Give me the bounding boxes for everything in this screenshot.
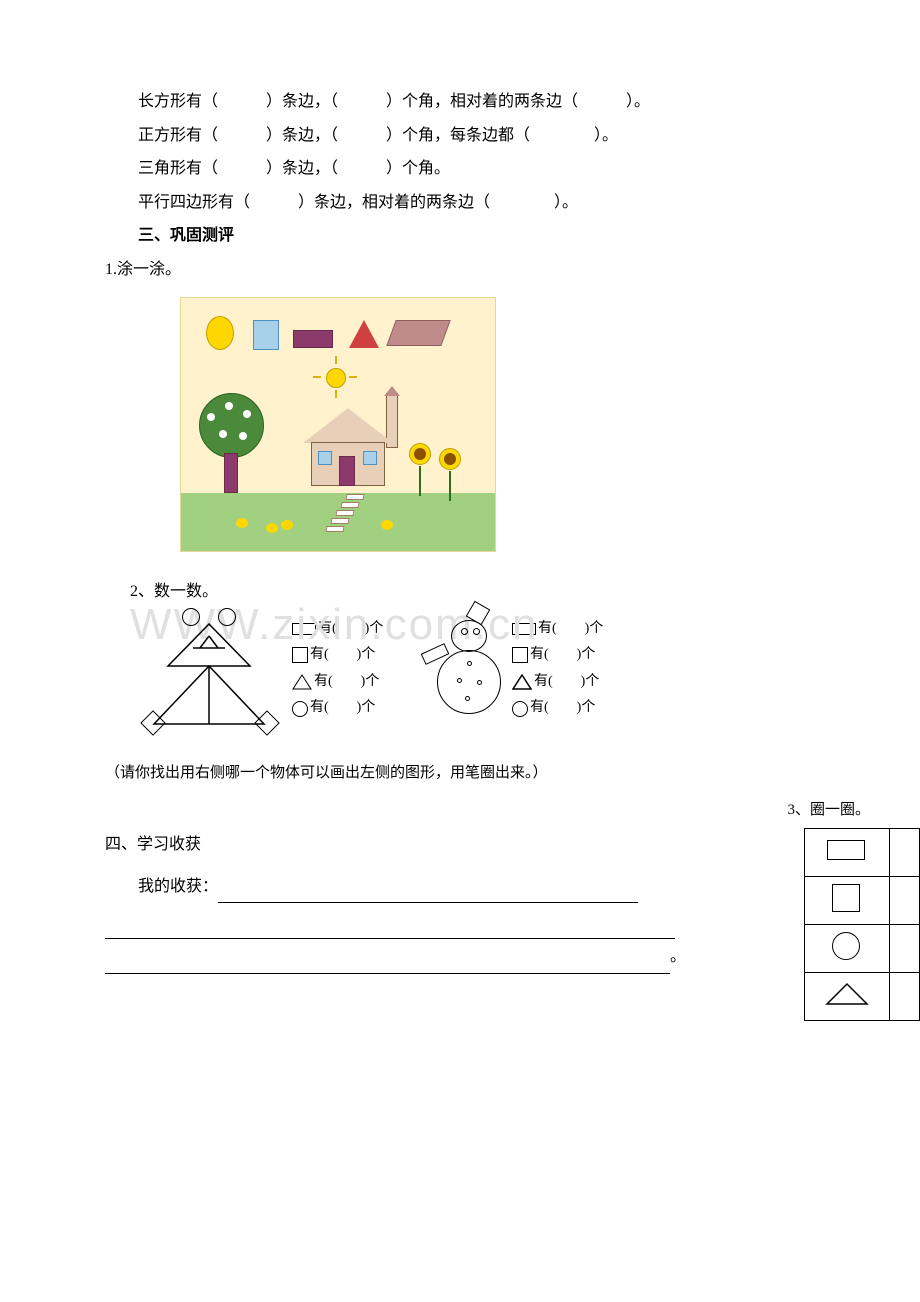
table-row	[805, 925, 920, 973]
count-column-2: 有( )个 有( )个 有( )个 有( )个	[512, 606, 632, 736]
tree-fruit-icon	[225, 402, 233, 410]
section-4-heading: 四、学习收获	[105, 827, 920, 862]
sun-ray-icon	[335, 390, 337, 398]
flower-icon	[409, 443, 431, 465]
q2-label: 2、数一数。	[130, 577, 218, 601]
section-3-heading: 三、巩固测评	[0, 219, 920, 253]
tree-fruit-icon	[243, 410, 251, 418]
ellipse-icon	[206, 316, 234, 350]
count-text: 有( )个	[310, 695, 375, 722]
flower-icon	[439, 448, 461, 470]
count-text: 有( )个	[310, 642, 375, 669]
fill-line-2: 正方形有（ ）条边，（ ）个角，每条边都（ ）。	[0, 119, 920, 153]
chick-icon	[381, 520, 393, 530]
circle-icon	[832, 932, 860, 960]
path-step-icon	[340, 502, 359, 508]
count-text: 有( )个	[314, 669, 379, 696]
square-icon	[512, 647, 528, 663]
rectangle-icon	[292, 623, 316, 635]
tree-fruit-icon	[219, 430, 227, 438]
circle-icon	[451, 620, 487, 652]
circle-icon	[457, 678, 462, 683]
table-row	[805, 829, 920, 877]
q1-label: 1.涂一涂。	[0, 253, 920, 287]
fill-line-3: 三角形有（ ）条边，（ ）个角。	[0, 152, 920, 186]
house-window-icon	[363, 451, 377, 465]
fill-line-1: 长方形有（ ）条边，（ ）个角，相对着的两条边（ ）。	[0, 85, 920, 119]
underline-fill	[105, 954, 670, 974]
house-window-icon	[318, 451, 332, 465]
count-text: 有( )个	[530, 695, 595, 722]
table-row	[805, 973, 920, 1021]
triangle-icon	[512, 674, 532, 690]
q3-table	[804, 828, 920, 1021]
circle-icon	[461, 628, 468, 635]
sun-ray-icon	[349, 376, 357, 378]
circle-icon	[512, 701, 528, 717]
path-step-icon	[330, 518, 349, 524]
circle-icon	[467, 661, 472, 666]
triangle-icon	[292, 674, 312, 690]
triangle-icon	[349, 320, 379, 348]
sun-ray-icon	[335, 356, 337, 364]
path-step-icon	[325, 526, 344, 532]
circle-icon	[473, 628, 480, 635]
sun-ray-icon	[313, 376, 321, 378]
flower-stem-icon	[449, 471, 451, 501]
stick-figure	[140, 606, 292, 736]
count-text: 有( )个	[534, 669, 599, 696]
count-text: 有( )个	[530, 642, 595, 669]
rectangle-icon	[827, 840, 865, 860]
q3-label: 3、圈一圈。	[787, 798, 870, 819]
rectangle-icon	[512, 623, 536, 635]
triangle-icon	[825, 982, 869, 1006]
flower-stem-icon	[419, 466, 421, 496]
square-icon	[832, 884, 860, 912]
underline-fill	[105, 919, 675, 939]
table-row	[805, 877, 920, 925]
snowman-figure	[417, 606, 512, 736]
chimney-top-icon	[384, 386, 400, 396]
circle-icon	[292, 701, 308, 717]
rectangle-icon	[293, 330, 333, 348]
harvest-label: 我的收获：	[138, 878, 218, 895]
circle-icon	[437, 650, 501, 714]
underline-fill	[218, 883, 638, 903]
sun-icon	[326, 368, 346, 388]
coloring-picture	[180, 297, 496, 552]
square-icon	[253, 320, 279, 350]
house-door-icon	[339, 456, 355, 486]
chick-icon	[236, 518, 248, 528]
period: 。	[670, 948, 686, 965]
tree-trunk-icon	[224, 453, 238, 493]
tree-fruit-icon	[207, 413, 215, 421]
count-column-1: 有( )个 有( )个 有( )个 有( )个	[292, 606, 412, 736]
count-text: 有( )个	[538, 616, 603, 643]
fill-line-4: 平行四边形有（ ）条边，相对着的两条边（ ）。	[0, 186, 920, 220]
q3-hint: （请你找出用右侧哪一个物体可以画出左侧的图形，用笔圈出来。）	[105, 761, 920, 782]
circle-icon	[477, 680, 482, 685]
square-icon	[292, 647, 308, 663]
count-text: 有( )个	[318, 616, 383, 643]
parallelogram-icon	[386, 320, 450, 346]
path-step-icon	[345, 494, 364, 500]
circle-icon	[465, 696, 470, 701]
chick-icon	[281, 520, 293, 530]
chick-icon	[266, 523, 278, 533]
house-roof-icon	[303, 408, 393, 443]
path-step-icon	[335, 510, 354, 516]
tree-fruit-icon	[239, 432, 247, 440]
